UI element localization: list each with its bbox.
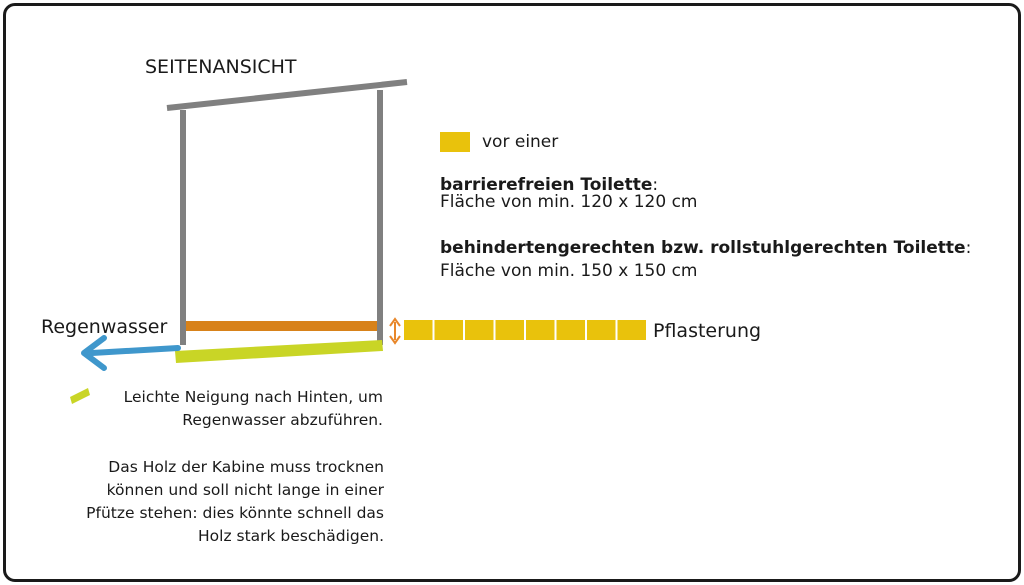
rain-arrow (81, 335, 181, 371)
diagram-frame (3, 3, 1021, 582)
paving-tile (495, 320, 524, 340)
slope-note: Leichte Neigung nach Hinten, um Regenwas… (123, 388, 383, 429)
paving-label: Pflasterung (653, 320, 762, 342)
roof-line (166, 79, 408, 111)
gap-double-arrow (389, 317, 401, 345)
requirement-1-title: barrierefreien Toilette: (440, 175, 659, 195)
paving-tile (587, 320, 616, 340)
page-title: SEITENANSICHT (145, 56, 297, 78)
wood-note: Das Holz der Kabine muss trocknen können… (86, 458, 384, 545)
paving-tile (404, 320, 433, 340)
requirement-2-text: Fläche von min. 150 x 150 cm (440, 261, 698, 281)
paving-tile (556, 320, 585, 340)
rainwater-label: Regenwasser (41, 316, 168, 338)
paving-tile (526, 320, 555, 340)
requirement-1-text: Fläche von min. 120 x 120 cm (440, 192, 698, 212)
paving-legend-swatch (440, 132, 470, 152)
sloped-base (175, 340, 383, 363)
legend-label: vor einer (482, 132, 559, 152)
paving-tile (617, 320, 646, 340)
paving-tile (434, 320, 463, 340)
paving-tile (465, 320, 494, 340)
requirement-2-title: behindertengerechten bzw. rollstuhlgerec… (440, 238, 972, 258)
slope-legend-mark (70, 388, 90, 404)
paving-strip (404, 320, 646, 340)
